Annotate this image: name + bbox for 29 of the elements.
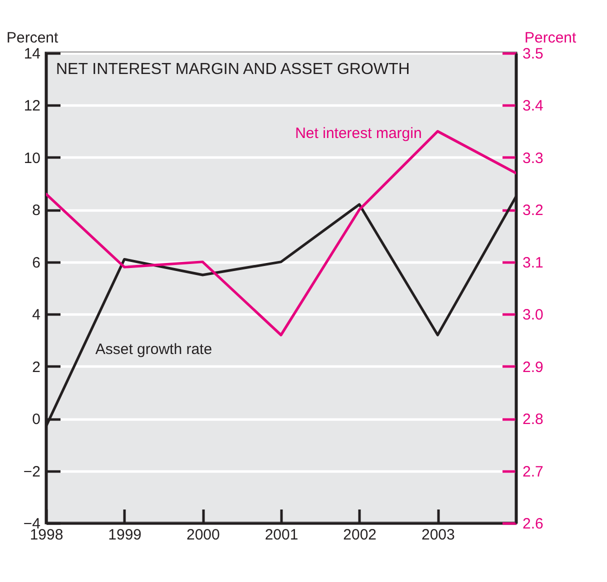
y2-tick-label: 2.8: [522, 411, 544, 428]
series-label: Net interest margin: [295, 124, 422, 142]
y2-tick-label: 2.6: [522, 516, 544, 532]
x-tick-label: 2003: [421, 526, 455, 544]
x-tick-label: 1999: [108, 526, 142, 544]
y2-tick-label: 2.7: [522, 463, 544, 480]
series-label: Asset growth rate: [95, 341, 212, 358]
y-tick-label: 6: [32, 254, 40, 272]
x-tick-label: 2002: [343, 526, 377, 544]
x-tick-label: 2000: [186, 526, 220, 544]
y2-tick-label: 3.1: [522, 254, 544, 272]
y-tick-label: 10: [24, 150, 40, 167]
y2-tick-label: 3.3: [522, 150, 544, 167]
y-tick-label: 14: [24, 46, 40, 62]
y-tick-label: 8: [32, 202, 40, 220]
y2-tick-label: 3.0: [522, 306, 544, 324]
y-axis-title: Percent: [6, 30, 60, 46]
x-tick-label: 2001: [264, 526, 298, 544]
y2-tick-label: 3.2: [522, 202, 544, 220]
text: NET INTEREST MARGIN AND ASSET GROWTH: [56, 61, 410, 78]
y2-axis-title: Percent: [524, 30, 578, 46]
y2-tick-label: 3.5: [522, 46, 544, 62]
y-tick-label: 2: [32, 358, 40, 376]
y-tick-label: 12: [24, 98, 40, 115]
y-tick-label: −2: [23, 463, 40, 480]
y2-tick-label: 2.9: [522, 358, 544, 376]
y-tick-label: 0: [32, 411, 40, 428]
y2-tick-label: 3.4: [522, 98, 544, 115]
y-tick-label: 4: [32, 306, 40, 324]
